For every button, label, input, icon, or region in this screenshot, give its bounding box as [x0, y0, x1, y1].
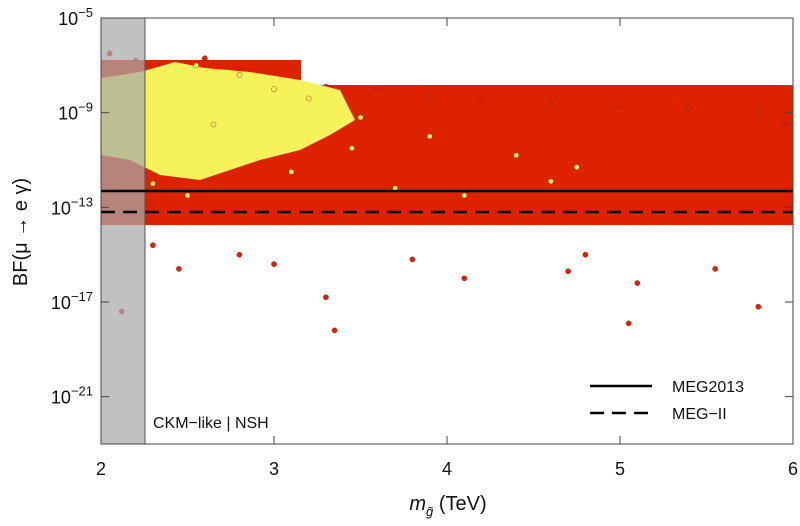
red-data-point: [565, 268, 571, 275]
yellow-data-point: [288, 169, 295, 175]
yellow-data-point: [513, 152, 520, 159]
x-axis-title: mg̃ (TeV): [409, 493, 486, 519]
yellow-data-point: [236, 72, 243, 78]
yellow-data-point: [184, 192, 191, 199]
yellow-data-point: [193, 62, 199, 69]
red-data-point: [548, 100, 554, 106]
yellow-data-point: [210, 121, 217, 128]
plot-annotation: CKM−like | NSH: [153, 415, 269, 432]
red-data-point: [781, 121, 788, 128]
red-data-point: [625, 320, 632, 327]
legend: MEG2013 MEG−II: [590, 379, 744, 423]
x-tick-label: 2: [96, 459, 106, 479]
red-data-point: [176, 266, 182, 272]
x-axis-ticks: 2 3 4 5 6: [96, 18, 798, 479]
red-data-point: [150, 242, 156, 248]
red-data-point: [617, 102, 623, 109]
x-tick-label: 3: [269, 459, 279, 479]
yellow-density-patch: [101, 62, 355, 180]
yellow-points: [150, 62, 580, 199]
y-axis-ticks: 10−5 10−9 10−13 10−17 10−21: [51, 5, 793, 408]
legend-label-meg2: MEG−II: [672, 406, 727, 423]
y-tick-label: 10−13: [51, 194, 93, 218]
red-data-point: [478, 98, 485, 104]
scatter-cloud: [101, 50, 793, 334]
red-data-point: [686, 105, 693, 111]
x-tick-label: 4: [442, 459, 452, 479]
red-data-point: [461, 275, 468, 282]
red-data-point: [201, 55, 208, 62]
yellow-data-point: [305, 95, 312, 102]
red-data-point: [634, 280, 641, 286]
y-tick-label: 10−9: [58, 100, 93, 124]
red-data-point: [331, 327, 338, 334]
red-data-point: [712, 266, 718, 272]
red-data-point: [323, 294, 329, 301]
y-tick-label: 10−5: [58, 5, 93, 29]
red-data-point: [409, 256, 416, 263]
yellow-data-point: [271, 86, 277, 92]
red-data-point: [236, 251, 243, 258]
x-tick-label: 6: [788, 459, 798, 479]
yellow-data-point: [573, 164, 580, 170]
yellow-data-point: [150, 180, 156, 187]
y-tick-label: 10−17: [51, 289, 93, 313]
x-axis-unit: (TeV): [439, 493, 487, 515]
red-data-point: [755, 107, 762, 114]
x-axis-subscript: g̃: [426, 504, 434, 519]
yellow-data-point: [349, 145, 355, 151]
y-tick-label: 10−21: [51, 384, 93, 408]
red-data-point: [755, 303, 762, 310]
red-data-point: [582, 251, 589, 258]
yellow-data-point: [548, 178, 554, 185]
y-axis-title: BF(μ → e γ): [10, 178, 32, 286]
yellow-data-point: [357, 114, 364, 121]
red-data-point: [271, 261, 277, 267]
red-data-point: [426, 93, 433, 99]
excluded-region: [100, 17, 146, 445]
legend-label-meg2013: MEG2013: [672, 379, 744, 396]
x-tick-label: 5: [615, 459, 625, 479]
yellow-data-point: [426, 133, 433, 140]
red-data-point: [374, 86, 381, 92]
x-axis-symbol: m: [409, 493, 426, 515]
yellow-data-point: [461, 192, 468, 199]
